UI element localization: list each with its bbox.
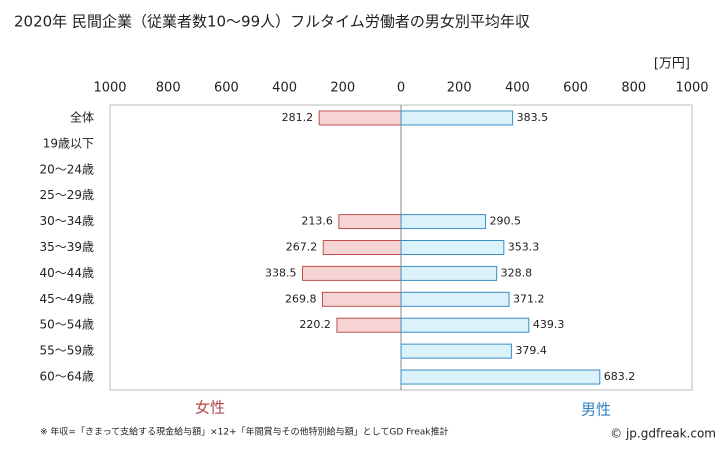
x-tick-label: 800	[156, 81, 181, 96]
bar	[400, 214, 487, 230]
y-tick-label: 50〜54歳	[39, 318, 94, 332]
legend-label: 女性	[195, 399, 225, 417]
source: © jp.gdfreak.com	[610, 427, 716, 441]
bar	[400, 291, 510, 307]
y-tick-label: 40〜44歳	[39, 266, 94, 280]
value-label: 338.5	[265, 266, 297, 279]
x-tick-label: 400	[505, 81, 530, 96]
x-tick-label: 1000	[675, 81, 708, 96]
value-label: 290.5	[490, 215, 522, 228]
value-label: 439.3	[533, 318, 565, 331]
bar	[301, 265, 402, 281]
x-tick-label: 400	[272, 81, 297, 96]
y-tick-label: 20〜24歳	[39, 162, 94, 176]
y-tick-label: 35〜39歳	[39, 240, 94, 254]
value-label: 267.2	[286, 241, 318, 254]
footnote: ※ 年収=「きまって支給する現金給与額」×12+「年間賞与その他特別給与額」とし…	[40, 426, 448, 438]
unit-label: [万円]	[654, 57, 690, 72]
y-tick-label: 55〜59歳	[39, 344, 94, 358]
x-tick-label: 200	[330, 81, 355, 96]
y-tick-label: 25〜29歳	[39, 188, 94, 202]
bar	[338, 214, 402, 230]
x-tick-label: 200	[447, 81, 472, 96]
y-tick-label: 30〜34歳	[39, 214, 94, 228]
y-tick-label: 45〜49歳	[39, 292, 94, 306]
bar	[400, 317, 530, 333]
value-label: 213.6	[301, 215, 333, 228]
bar	[322, 240, 402, 255]
value-label: 383.5	[517, 111, 549, 124]
x-tick-label: 1000	[93, 81, 126, 96]
chart-title: 2020年 民間企業（従業者数10〜99人）フルタイム労働者の男女別平均年収	[14, 13, 530, 31]
bar	[400, 110, 514, 126]
value-label: 328.8	[501, 266, 533, 279]
bar	[336, 317, 402, 333]
bar	[400, 343, 512, 359]
value-label: 281.2	[282, 111, 314, 124]
legend-label: 男性	[581, 401, 611, 419]
x-tick-label: 600	[214, 81, 239, 96]
y-tick-label: 19歳以下	[43, 136, 94, 150]
x-tick-label: 800	[621, 81, 646, 96]
bar	[318, 110, 402, 126]
value-label: 269.8	[285, 292, 317, 305]
y-tick-label: 60〜64歳	[39, 370, 94, 384]
value-label: 353.3	[508, 241, 540, 254]
x-tick-label: 0	[397, 81, 405, 96]
value-label: 379.4	[515, 344, 547, 357]
bar	[321, 291, 402, 307]
value-label: 220.2	[299, 318, 331, 331]
bar	[400, 240, 505, 255]
value-label: 683.2	[604, 370, 636, 383]
bar	[400, 369, 601, 385]
bar	[400, 265, 498, 281]
x-tick-label: 600	[563, 81, 588, 96]
y-tick-label: 全体	[70, 109, 94, 124]
value-label: 371.2	[513, 292, 545, 305]
